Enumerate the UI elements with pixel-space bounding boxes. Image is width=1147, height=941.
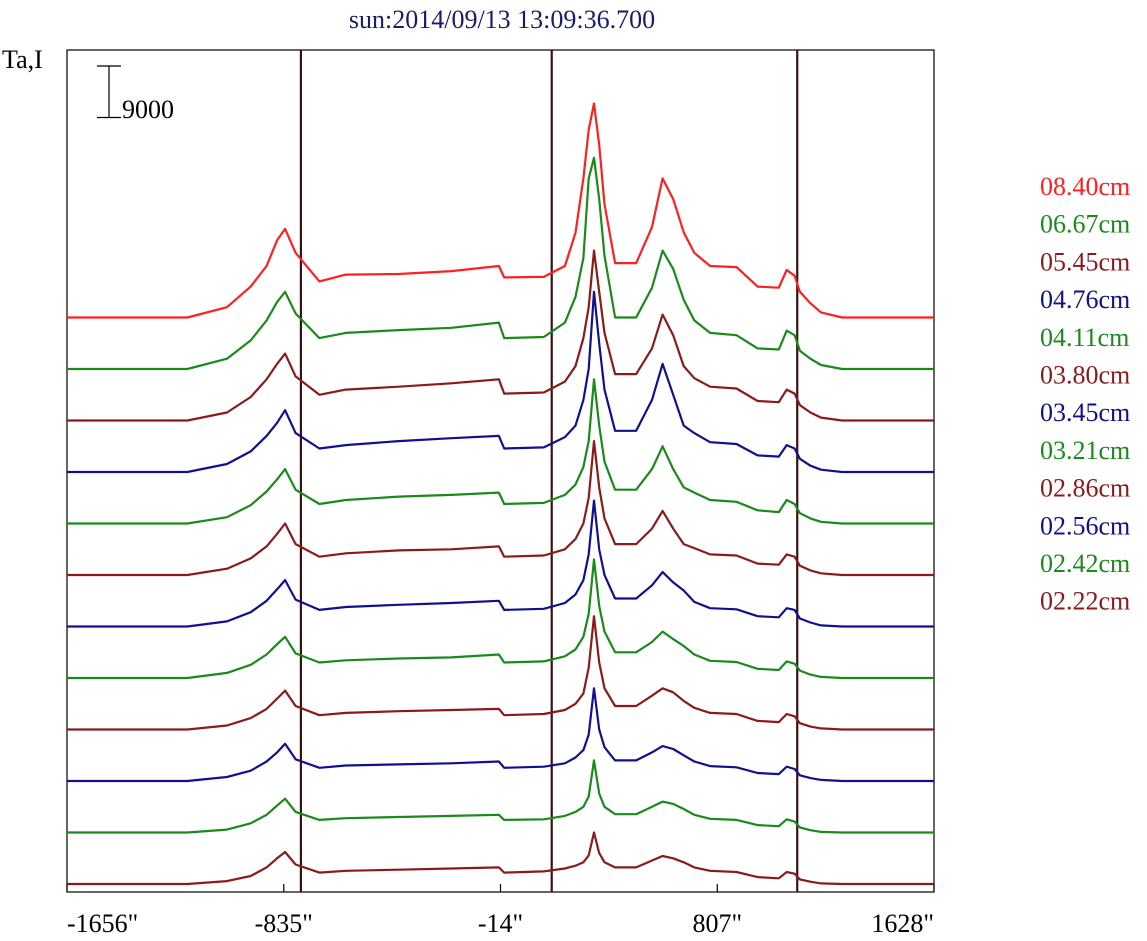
legend-entry: 03.21cm	[1040, 436, 1130, 465]
series-line-02.22cm	[67, 831, 934, 886]
legend-entry: 02.56cm	[1040, 511, 1130, 540]
chart-title: sun:2014/09/13 13:09:36.700	[349, 5, 655, 34]
x-tick-label: -1656"	[67, 909, 138, 938]
legend-entry: 02.86cm	[1040, 474, 1130, 503]
series-line-03.80cm	[67, 440, 934, 577]
legend-entry: 02.42cm	[1040, 549, 1130, 578]
x-axis-ticks: -1656" -835" -14" 807" 1628"	[66, 884, 935, 938]
x-tick-label: -14"	[478, 909, 523, 938]
legend-entry: 04.76cm	[1040, 285, 1130, 314]
series-line-03.45cm	[67, 499, 934, 628]
series-line-02.86cm	[67, 615, 934, 731]
scale-bar-label: 9000	[122, 95, 174, 124]
series-line-08.40cm	[67, 102, 934, 319]
series-layer	[67, 102, 934, 886]
legend-entry: 05.45cm	[1040, 247, 1130, 276]
legend-entry: 04.11cm	[1040, 323, 1129, 352]
series-line-02.42cm	[67, 759, 934, 834]
series-line-04.11cm	[67, 378, 934, 525]
legend-entry: 03.80cm	[1040, 361, 1130, 390]
legend-entry: 03.45cm	[1040, 398, 1130, 427]
series-line-05.45cm	[67, 249, 934, 422]
series-line-02.56cm	[67, 687, 934, 783]
legend-entry: 08.40cm	[1040, 172, 1130, 201]
legend-entry: 02.22cm	[1040, 587, 1130, 616]
legend-entry: 06.67cm	[1040, 210, 1130, 239]
scale-bar: 9000	[97, 65, 174, 124]
series-line-04.76cm	[67, 290, 934, 474]
legend: 08.40cm 06.67cm 05.45cm 04.76cm 04.11cm 03.80…	[1040, 172, 1130, 616]
x-tick-label: 1628"	[871, 909, 934, 938]
series-line-06.67cm	[67, 156, 934, 371]
x-tick-label: 807"	[692, 909, 742, 938]
series-line-03.21cm	[67, 558, 934, 680]
x-tick-label: -835"	[255, 909, 313, 938]
vertical-markers	[299, 50, 799, 892]
y-axis-label: Ta,I	[2, 45, 43, 74]
